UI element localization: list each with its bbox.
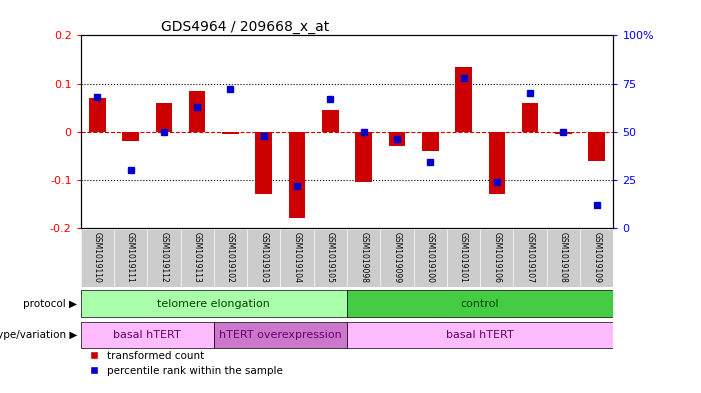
Text: hTERT overexpression: hTERT overexpression <box>219 330 342 340</box>
Text: basal hTERT: basal hTERT <box>447 330 514 340</box>
Text: telomere elongation: telomere elongation <box>157 299 271 309</box>
Bar <box>422 132 439 151</box>
Bar <box>455 67 472 132</box>
Bar <box>81 290 347 317</box>
Text: GSM1019113: GSM1019113 <box>193 231 202 283</box>
Text: GSM1019102: GSM1019102 <box>226 231 235 283</box>
Bar <box>489 132 505 194</box>
Text: GSM1019105: GSM1019105 <box>326 231 335 283</box>
Text: GSM1019098: GSM1019098 <box>359 231 368 283</box>
Text: GSM1019100: GSM1019100 <box>426 231 435 283</box>
Text: GSM1019099: GSM1019099 <box>393 231 402 283</box>
Bar <box>189 91 205 132</box>
Legend: transformed count, percentile rank within the sample: transformed count, percentile rank withi… <box>86 346 287 380</box>
Text: GSM1019108: GSM1019108 <box>559 231 568 283</box>
Bar <box>222 132 239 134</box>
Text: GSM1019103: GSM1019103 <box>259 231 268 283</box>
Text: GSM1019111: GSM1019111 <box>126 231 135 282</box>
Text: protocol ▶: protocol ▶ <box>23 299 77 309</box>
Bar <box>347 290 613 317</box>
Bar <box>555 132 572 134</box>
Text: GSM1019109: GSM1019109 <box>592 231 601 283</box>
Bar <box>388 132 405 146</box>
Bar <box>522 103 538 132</box>
Bar <box>322 110 339 132</box>
Text: GDS4964 / 209668_x_at: GDS4964 / 209668_x_at <box>161 20 329 34</box>
Bar <box>255 132 272 194</box>
Bar <box>355 132 372 182</box>
Bar <box>156 103 172 132</box>
Text: GSM1019104: GSM1019104 <box>292 231 301 283</box>
Bar <box>81 322 214 348</box>
Text: GSM1019106: GSM1019106 <box>492 231 501 283</box>
Text: GSM1019107: GSM1019107 <box>526 231 535 283</box>
Bar <box>214 322 347 348</box>
Bar <box>122 132 139 141</box>
Text: basal hTERT: basal hTERT <box>114 330 181 340</box>
Bar <box>289 132 306 218</box>
Text: genotype/variation ▶: genotype/variation ▶ <box>0 330 77 340</box>
Text: GSM1019101: GSM1019101 <box>459 231 468 283</box>
Text: GSM1019110: GSM1019110 <box>93 231 102 283</box>
Bar <box>588 132 605 160</box>
Bar <box>89 98 106 132</box>
Text: control: control <box>461 299 500 309</box>
Bar <box>347 322 613 348</box>
Text: GSM1019112: GSM1019112 <box>159 231 168 282</box>
